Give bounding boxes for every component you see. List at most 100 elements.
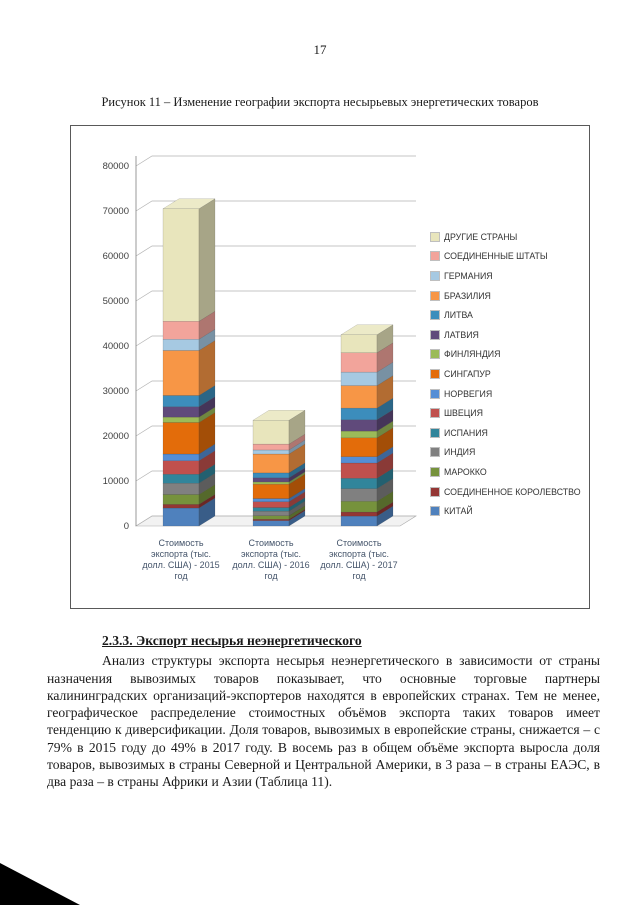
bar-segment xyxy=(340,456,378,464)
chart-container: 0 10000 20000 30000 40000 50000 60000 70000 8000… xyxy=(70,125,590,609)
y-tick-label: 0 xyxy=(124,521,129,532)
bar-segment xyxy=(252,477,290,483)
bar-segment xyxy=(162,208,200,322)
bar-segment xyxy=(340,371,378,386)
legend-item: ЛАТВИЯ xyxy=(430,325,581,345)
section-paragraph: Анализ структуры экспорта несырья неэнер… xyxy=(47,653,600,789)
legend-item: ЛИТВА xyxy=(430,305,581,325)
y-tick-label: 70000 xyxy=(103,206,129,217)
bar-segment xyxy=(340,515,378,527)
legend-label: ДРУГИЕ СТРАНЫ xyxy=(444,231,518,242)
category-label: год xyxy=(352,571,366,581)
legend-item: ФИНЛЯНДИЯ xyxy=(430,345,581,365)
legend-item: СОЕДИНЕННОЕ КОРОЛЕВСТВО xyxy=(430,482,581,502)
legend-swatch xyxy=(430,486,440,497)
legend-swatch xyxy=(430,466,440,477)
legend-label: ЛАТВИЯ xyxy=(444,329,479,340)
y-tick-label: 10000 xyxy=(103,476,129,487)
bar-segment xyxy=(340,334,378,353)
category-label: экспорта (тыс. xyxy=(329,549,389,559)
legend-item: ГЕРМАНИЯ xyxy=(430,266,581,286)
bar-segment xyxy=(162,494,200,505)
legend-label: СОЕДИНЕННОЕ КОРОЛЕВСТВО xyxy=(444,486,581,497)
bar-segment xyxy=(252,501,290,508)
legend-label: МАРОККО xyxy=(444,466,487,477)
legend-swatch xyxy=(430,447,440,458)
legend-item: СИНГАПУР xyxy=(430,364,581,384)
legend-label: СОЕДИНЕННЫЕ ШТАТЫ xyxy=(444,251,548,262)
legend-item: НОРВЕГИЯ xyxy=(430,384,581,404)
legend-swatch xyxy=(430,388,440,399)
y-tick-label: 60000 xyxy=(103,251,129,262)
section-heading: 2.3.3. Экспорт несырья неэнергетического xyxy=(102,633,362,648)
legend-item: ДРУГИЕ СТРАНЫ xyxy=(430,227,581,247)
y-tick-label: 20000 xyxy=(103,431,129,442)
bar-segment xyxy=(252,449,290,455)
category-label: год xyxy=(264,571,278,581)
y-tick-label: 30000 xyxy=(103,386,129,397)
legend-swatch xyxy=(430,506,440,517)
bar-segment xyxy=(162,504,200,509)
bar-segment xyxy=(340,385,378,409)
stacked-bar-chart: 0 10000 20000 30000 40000 50000 60000 70000 8000… xyxy=(103,155,418,581)
bar-segment xyxy=(162,460,200,475)
bar-segment xyxy=(162,395,200,407)
legend-swatch xyxy=(430,349,440,360)
y-tick-label: 40000 xyxy=(103,341,129,352)
legend-item: ШВЕЦИЯ xyxy=(430,403,581,423)
bar-segment xyxy=(340,419,378,432)
legend-item: МАРОККО xyxy=(430,462,581,482)
bar-segment xyxy=(252,443,290,451)
category-label: год xyxy=(174,571,188,581)
y-tick-label: 50000 xyxy=(103,296,129,307)
legend-swatch xyxy=(430,251,440,262)
legend-label: НОРВЕГИЯ xyxy=(444,388,493,399)
category-label: долл. США) - 2017 xyxy=(320,560,397,570)
legend-label: ФИНЛЯНДИЯ xyxy=(444,349,501,360)
category-label: Стоимость xyxy=(336,538,381,548)
legend-item: ИСПАНИЯ xyxy=(430,423,581,443)
bar-segment xyxy=(340,352,378,373)
legend-label: ИСПАНИЯ xyxy=(444,427,488,438)
section-body: 2.3.3. Экспорт несырья неэнергетического… xyxy=(47,632,600,790)
bar-segment xyxy=(252,519,290,521)
legend-swatch xyxy=(430,329,440,340)
bar-segment xyxy=(252,515,290,520)
legend-item: ИНДИЯ xyxy=(430,443,581,463)
legend-swatch xyxy=(430,408,440,419)
legend-item: СОЕДИНЕННЫЕ ШТАТЫ xyxy=(430,247,581,267)
category-label: экспорта (тыс. xyxy=(241,549,301,559)
legend-swatch xyxy=(430,427,440,438)
bar-segment xyxy=(340,501,378,513)
bar-segment xyxy=(162,507,200,527)
bar-segment xyxy=(162,406,200,418)
category-label: долл. США) - 2015 xyxy=(142,560,219,570)
category-label: долл. США) - 2016 xyxy=(232,560,309,570)
legend-label: СИНГАПУР xyxy=(444,368,491,379)
legend-label: КИТАЙ xyxy=(444,506,473,517)
bar-segment xyxy=(162,416,200,423)
bar-segment xyxy=(162,453,200,461)
legend-label: БРАЗИЛИЯ xyxy=(444,290,491,301)
legend-item: БРАЗИЛИЯ xyxy=(430,286,581,306)
bar-segment xyxy=(162,350,200,396)
bar-segment xyxy=(340,437,378,457)
bar-segment xyxy=(252,453,290,474)
bar-segment xyxy=(252,420,290,445)
bar-segment xyxy=(252,510,290,516)
bar-segment xyxy=(162,483,200,495)
bar-segment xyxy=(340,488,378,502)
bar-segment xyxy=(252,472,290,479)
chart-legend: ДРУГИЕ СТРАНЫ СОЕДИНЕННЫЕ ШТАТЫ ГЕРМАНИЯ БР… xyxy=(430,227,581,521)
category-label: Стоимость xyxy=(158,538,203,548)
scan-corner-artifact xyxy=(0,863,80,905)
category-label: Стоимость xyxy=(248,538,293,548)
legend-swatch xyxy=(430,290,440,301)
page-number: 17 xyxy=(313,42,327,57)
bar-segment xyxy=(340,511,378,517)
legend-label: ЛИТВА xyxy=(444,310,473,321)
bar-segment xyxy=(252,507,290,512)
category-label: экспорта (тыс. xyxy=(151,549,211,559)
legend-label: ГЕРМАНИЯ xyxy=(444,270,493,281)
